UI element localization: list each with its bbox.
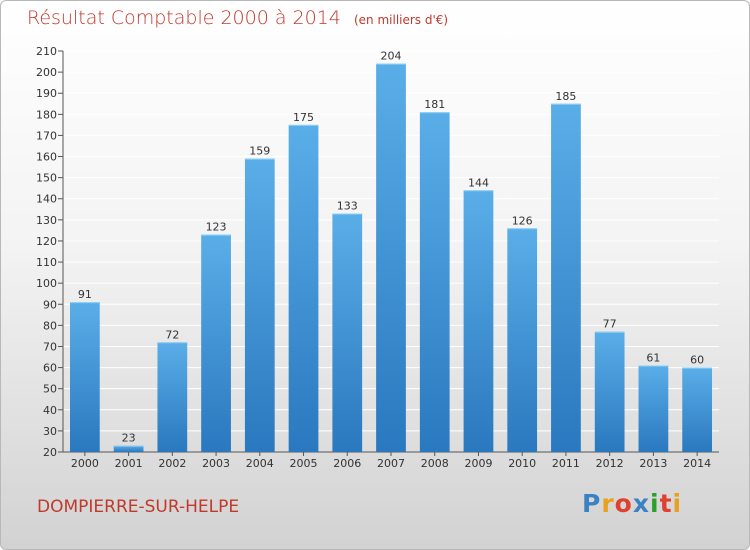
y-tick-label-40: 40 <box>43 404 57 417</box>
y-tick-label-90: 90 <box>43 298 57 311</box>
logo-letter: P <box>582 489 602 518</box>
y-tick-label-130: 130 <box>36 214 57 227</box>
bar-2003 <box>201 234 231 452</box>
bar-value-2010: 126 <box>512 214 533 227</box>
x-tick-label-2003: 2003 <box>202 457 230 470</box>
logo-letter: t <box>659 489 673 518</box>
x-tick-label-2004: 2004 <box>246 457 274 470</box>
bar-2009 <box>463 190 494 452</box>
x-tick-label-2009: 2009 <box>464 457 492 470</box>
y-tick-label-80: 80 <box>43 319 57 332</box>
y-tick-label-140: 140 <box>36 193 57 206</box>
x-tick-label-2005: 2005 <box>290 457 318 470</box>
logo-letter: i <box>672 489 683 518</box>
place-name: DOMPIERRE-SUR-HELPE <box>37 497 240 517</box>
bar-value-2004: 159 <box>249 145 270 158</box>
bar-2002 <box>157 342 188 452</box>
bar-2007 <box>376 63 406 453</box>
proxiti-logo: Proxiti <box>582 489 682 518</box>
y-tick-label-20: 20 <box>43 446 57 459</box>
bar-2000 <box>69 302 100 452</box>
bar-2014 <box>682 367 713 452</box>
x-tick-label-2006: 2006 <box>333 457 361 470</box>
bar-value-2014: 60 <box>690 354 704 367</box>
bar-2001 <box>113 445 144 452</box>
logo-letter: i <box>650 489 660 518</box>
chart-title-wrap: Résultat Comptable 2000 à 2014 (en milli… <box>27 7 448 29</box>
y-tick-label-60: 60 <box>43 362 57 375</box>
y-tick-label-190: 190 <box>36 87 57 100</box>
bar-2008 <box>419 112 450 452</box>
y-tick-label-120: 120 <box>36 235 57 248</box>
chart-title: Résultat Comptable 2000 à 2014 <box>27 7 341 29</box>
y-tick-label-150: 150 <box>36 172 57 185</box>
bar-value-2008: 181 <box>424 98 445 111</box>
y-tick-label-200: 200 <box>36 66 57 79</box>
x-tick-label-2007: 2007 <box>377 457 405 470</box>
bar-value-2001: 23 <box>122 432 136 445</box>
bar-value-2005: 175 <box>293 111 314 124</box>
x-tick-label-2013: 2013 <box>639 457 667 470</box>
bar-2005 <box>288 124 319 453</box>
bar-value-2011: 185 <box>555 90 576 103</box>
bar-value-2013: 61 <box>646 351 660 364</box>
bar-2011 <box>551 103 581 453</box>
x-tick-label-2014: 2014 <box>683 457 711 470</box>
bar-2012 <box>594 331 625 452</box>
y-tick-label-100: 100 <box>36 277 57 290</box>
chart-subtitle: (en milliers d'€) <box>353 13 449 27</box>
x-tick-label-2010: 2010 <box>508 457 536 470</box>
y-tick-label-50: 50 <box>43 383 57 396</box>
bar-2013 <box>638 365 669 452</box>
x-tick-label-2001: 2001 <box>115 457 143 470</box>
x-tick-label-2012: 2012 <box>596 457 624 470</box>
bar-value-2007: 204 <box>381 50 402 63</box>
y-tick-label-170: 170 <box>36 129 57 142</box>
bar-2010 <box>507 228 538 452</box>
bar-2004 <box>244 158 275 452</box>
x-tick-label-2011: 2011 <box>552 457 580 470</box>
x-tick-label-2002: 2002 <box>158 457 186 470</box>
y-tick-label-210: 210 <box>36 45 57 58</box>
bar-value-2003: 123 <box>206 221 227 234</box>
bar-value-2012: 77 <box>603 318 617 331</box>
x-tick-label-2008: 2008 <box>421 457 449 470</box>
bar-value-2000: 91 <box>78 288 92 301</box>
y-tick-label-110: 110 <box>36 256 57 269</box>
bar-value-2009: 144 <box>468 176 489 189</box>
y-tick-label-180: 180 <box>36 108 57 121</box>
logo-letter: o <box>614 489 633 518</box>
bar-value-2002: 72 <box>165 328 179 341</box>
bar-value-2006: 133 <box>337 200 358 213</box>
y-tick-label-30: 30 <box>43 425 57 438</box>
bar-2006 <box>332 213 363 452</box>
logo-letter: x <box>632 489 650 518</box>
y-tick-label-70: 70 <box>43 340 57 353</box>
logo-letter: r <box>601 489 615 518</box>
y-tick-label-160: 160 <box>36 151 57 164</box>
x-tick-label-2000: 2000 <box>71 457 99 470</box>
